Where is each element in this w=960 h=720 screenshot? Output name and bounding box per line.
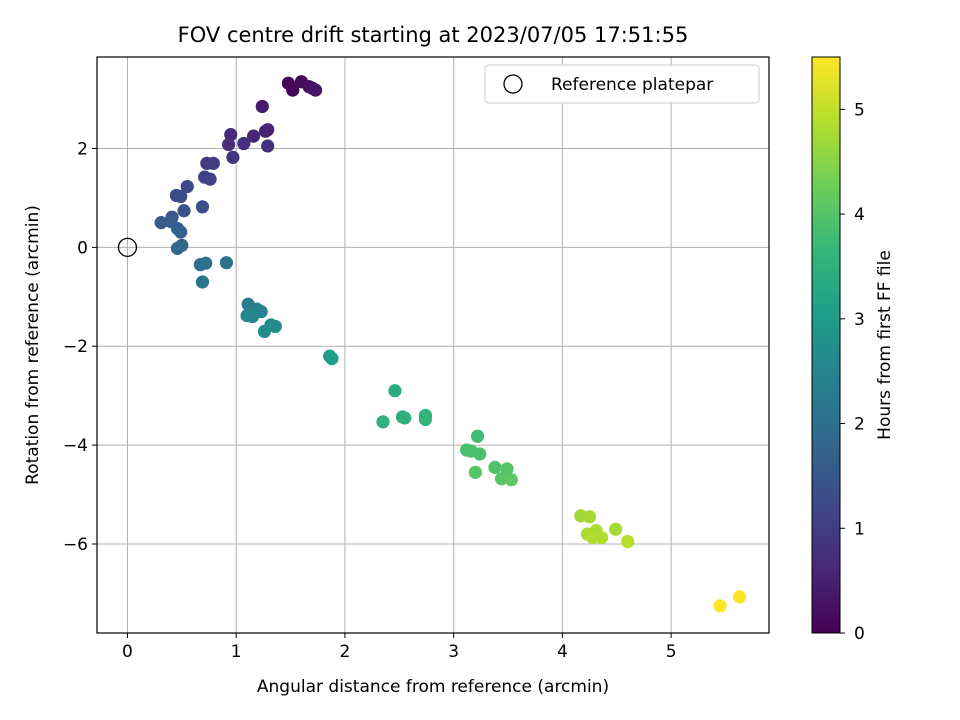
- data-point: [713, 599, 727, 613]
- colorbar-ticks: 0 1 2 3 4 5: [840, 100, 865, 644]
- data-point: [376, 415, 390, 429]
- data-point: [504, 473, 518, 487]
- data-point: [195, 275, 210, 289]
- colorbar-tick-label: 3: [854, 310, 865, 330]
- x-tick-label: 3: [448, 642, 459, 662]
- colorbar-tick-label: 4: [854, 205, 865, 225]
- data-point: [609, 522, 623, 536]
- data-point: [257, 324, 272, 339]
- data-point: [261, 139, 275, 153]
- data-point: [308, 83, 323, 97]
- colorbar-tick-label: 1: [854, 519, 865, 539]
- data-point: [219, 256, 233, 270]
- x-tick-label: 0: [122, 642, 133, 662]
- colorbar-gradient: [811, 56, 841, 634]
- data-point: [621, 534, 635, 549]
- y-tick-label: −4: [63, 436, 88, 456]
- reference-platepar-marker: [117, 237, 138, 258]
- scatter-points: [154, 75, 747, 613]
- y-tick-label: −6: [63, 535, 88, 555]
- data-point: [470, 429, 485, 443]
- x-tick-label: 2: [340, 642, 351, 662]
- data-point: [154, 216, 168, 230]
- colorbar: 0 1 2 3 4 5 Hours from first FF file: [811, 56, 895, 644]
- y-tick-label: 2: [77, 139, 88, 159]
- data-point: [261, 123, 275, 137]
- x-tick-label: 5: [666, 642, 677, 662]
- data-point: [237, 136, 251, 151]
- data-point: [170, 241, 185, 255]
- data-point: [245, 309, 260, 324]
- data-point: [203, 172, 217, 186]
- colorbar-tick-label: 0: [854, 624, 865, 644]
- y-axis-label: Rotation from reference (arcmin): [23, 205, 43, 485]
- data-point: [180, 179, 194, 194]
- grid-lines: [97, 57, 769, 633]
- data-point: [195, 200, 210, 214]
- data-point: [733, 590, 747, 604]
- chart-title: FOV centre drift starting at 2023/07/05 …: [178, 23, 689, 47]
- data-point: [268, 319, 282, 334]
- data-point: [325, 351, 339, 366]
- colorbar-label: Hours from first FF file: [875, 250, 895, 440]
- colorbar-tick-label: 5: [854, 100, 865, 120]
- colorbar-tick-label: 2: [854, 415, 865, 435]
- legend-box: [484, 64, 760, 104]
- data-point: [177, 204, 191, 218]
- x-tick-label: 4: [557, 642, 568, 662]
- x-tick-label: 1: [231, 642, 242, 662]
- data-point: [488, 460, 502, 474]
- y-axis-ticks: −6 −4 −2 0 2: [63, 139, 97, 555]
- data-point: [174, 189, 188, 204]
- reference-marker-layer: [117, 237, 138, 258]
- data-point: [221, 137, 236, 152]
- data-point: [418, 412, 432, 427]
- data-point: [199, 256, 213, 270]
- data-point: [398, 411, 412, 425]
- data-point: [500, 462, 514, 476]
- data-point: [473, 447, 487, 461]
- data-point: [468, 465, 483, 479]
- y-tick-label: 0: [77, 238, 88, 258]
- legend: Reference platepar: [484, 64, 760, 104]
- data-point: [494, 472, 509, 486]
- data-point: [255, 99, 269, 114]
- data-point: [594, 530, 609, 545]
- x-axis-label: Angular distance from reference (arcmin): [257, 677, 609, 697]
- legend-reference-marker: [503, 74, 523, 94]
- data-point: [388, 384, 402, 398]
- y-tick-label: −2: [63, 337, 88, 357]
- data-point: [246, 129, 261, 143]
- data-point: [224, 128, 238, 142]
- data-point: [206, 156, 220, 170]
- data-point: [174, 225, 188, 239]
- data-point: [582, 510, 597, 524]
- data-point: [286, 83, 300, 97]
- data-point: [226, 150, 240, 164]
- x-axis-ticks: 0 1 2 3 4 5: [122, 633, 677, 662]
- legend-entry-reference-platepar: Reference platepar: [551, 75, 713, 95]
- plot-frame: [96, 56, 770, 634]
